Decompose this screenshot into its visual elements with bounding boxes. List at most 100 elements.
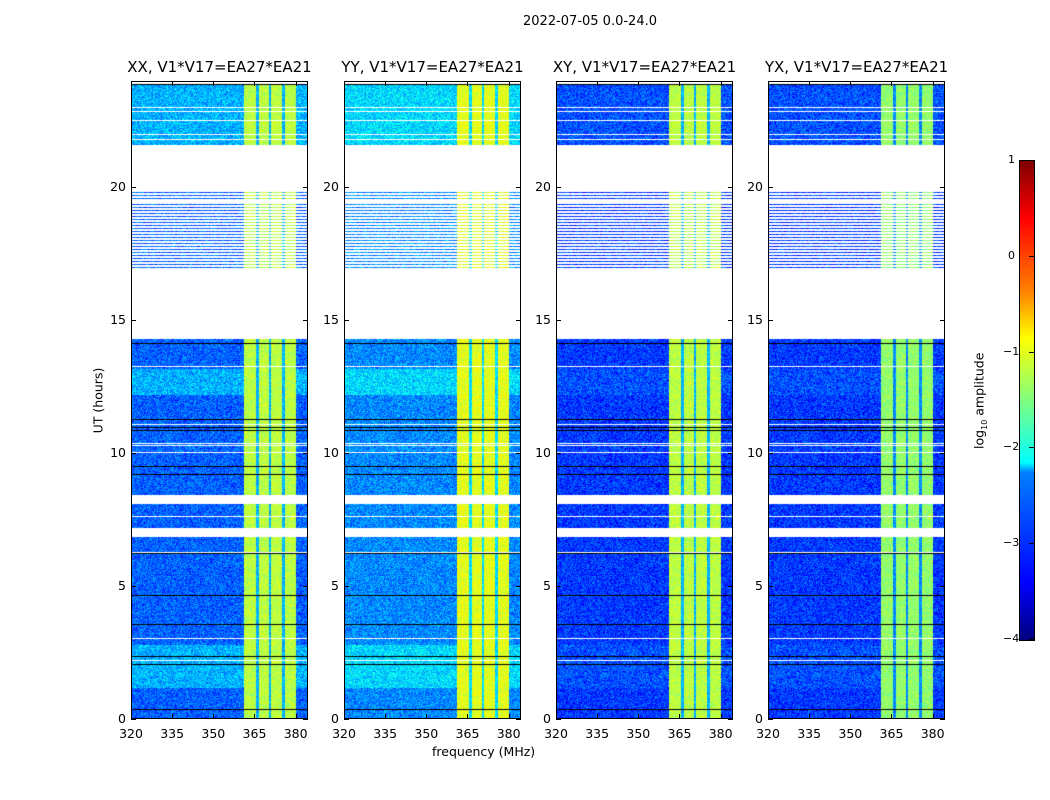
x-tick-label: 365 [879, 726, 904, 741]
y-tick-label: 20 [110, 179, 126, 195]
spectrogram-heatmap [556, 81, 733, 719]
y-tick [344, 187, 349, 189]
colorbar-tick [1029, 543, 1034, 545]
y-tick [344, 320, 349, 322]
y-tick-label: 5 [755, 578, 763, 594]
x-tick [932, 714, 934, 719]
colorbar-tick-label: −1 [1003, 344, 1020, 358]
y-tick-label: 15 [323, 312, 339, 328]
x-tick [385, 81, 387, 86]
x-tick [131, 714, 132, 719]
x-tick-label: 380 [283, 726, 308, 741]
panel-title: YX, V1*V17=EA27*EA21 [764, 58, 949, 76]
y-tick [303, 187, 308, 189]
x-tick [850, 714, 852, 719]
y-tick-label: 20 [323, 179, 339, 195]
panel-yy: YY, V1*V17=EA27*EA21 0 5 10 15 20 320 335 350 365… [323, 58, 524, 741]
y-tick [303, 320, 308, 322]
x-tick-label: 350 [838, 726, 863, 741]
y-tick [516, 187, 521, 189]
y-tick [728, 187, 733, 189]
y-tick [768, 320, 773, 322]
y-tick [344, 453, 349, 455]
y-tick [556, 320, 561, 322]
y-tick [344, 586, 349, 588]
colorbar-tick-label: 0 [1008, 248, 1015, 262]
y-tick-label: 0 [755, 711, 763, 726]
colorbar-label-rest: amplitude [971, 352, 987, 420]
colorbar-tick [1029, 255, 1034, 257]
x-tick-label: 320 [544, 726, 568, 741]
colorbar-label-log: log [971, 429, 987, 449]
x-tick [638, 714, 640, 719]
x-tick-label: 365 [667, 726, 692, 741]
x-tick [850, 81, 852, 86]
y-tick-label: 5 [118, 578, 126, 594]
y-tick [728, 320, 733, 322]
x-axis-label: frequency (MHz) [432, 744, 536, 759]
y-tick-label: 5 [543, 578, 551, 594]
colorbar-tick-label: −3 [1003, 536, 1020, 550]
x-tick [426, 81, 428, 86]
x-tick [254, 714, 256, 719]
x-tick [768, 81, 769, 86]
colorbar-tick [1029, 639, 1034, 640]
y-tick-label: 15 [535, 312, 551, 328]
y-tick [728, 719, 733, 720]
y-tick-label: 10 [535, 445, 551, 461]
y-tick [940, 320, 945, 322]
colorbar-tick [1029, 160, 1034, 161]
y-tick-label: 5 [331, 578, 339, 594]
x-tick [295, 81, 297, 86]
x-tick-label: 380 [920, 726, 945, 741]
y-tick-label: 10 [323, 445, 339, 461]
x-tick-label: 335 [373, 726, 398, 741]
x-tick [679, 714, 681, 719]
x-tick [467, 81, 469, 86]
colorbar-label-sub: 10 [979, 419, 989, 430]
x-tick [213, 714, 215, 719]
x-tick [597, 81, 599, 86]
x-tick [344, 81, 345, 86]
x-tick [809, 714, 811, 719]
colorbar-tick-label: −2 [1003, 440, 1020, 454]
x-tick-label: 380 [496, 726, 521, 741]
y-tick [768, 453, 773, 455]
y-tick [768, 187, 773, 189]
x-tick [932, 81, 934, 86]
x-tick [556, 714, 557, 719]
x-tick-label: 335 [797, 726, 822, 741]
x-tick [508, 81, 510, 86]
y-tick-label: 0 [118, 711, 126, 726]
x-tick-label: 335 [160, 726, 185, 741]
x-tick-label: 350 [414, 726, 439, 741]
x-tick [344, 714, 345, 719]
x-tick [720, 714, 722, 719]
y-tick [940, 187, 945, 189]
y-tick [556, 453, 561, 455]
y-tick [131, 187, 136, 189]
spectrogram-heatmap [131, 81, 308, 719]
x-tick-label: 350 [626, 726, 651, 741]
y-tick [344, 719, 349, 720]
x-tick [254, 81, 256, 86]
panel-title: YY, V1*V17=EA27*EA21 [341, 58, 524, 76]
x-tick [426, 714, 428, 719]
x-tick [891, 81, 893, 86]
panel-xy: XY, V1*V17=EA27*EA21 0 5 10 15 20 320 335 350 365… [535, 58, 736, 741]
colorbar [1019, 160, 1035, 641]
x-tick [679, 81, 681, 86]
y-tick [516, 586, 521, 588]
y-tick-label: 10 [110, 445, 126, 461]
y-tick [303, 453, 308, 455]
x-tick [172, 714, 174, 719]
colorbar-tick-label: 1 [1008, 153, 1015, 166]
y-tick [728, 453, 733, 455]
x-tick [638, 81, 640, 86]
colorbar-tick [1029, 351, 1034, 353]
y-tick [940, 453, 945, 455]
y-tick [940, 719, 945, 720]
y-tick [131, 320, 136, 322]
panel-title: XY, V1*V17=EA27*EA21 [552, 58, 737, 76]
